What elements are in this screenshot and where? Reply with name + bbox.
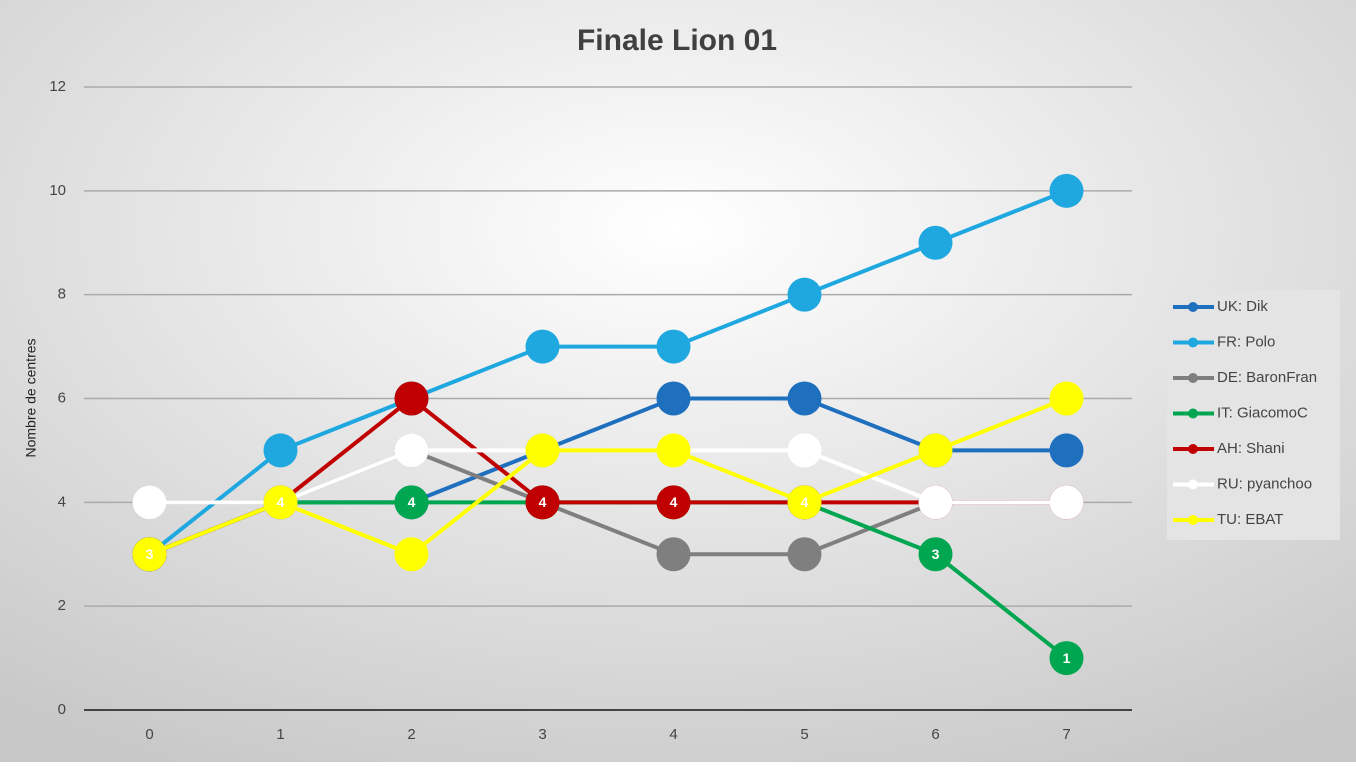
marker: [656, 433, 691, 468]
legend-marker: [1188, 302, 1198, 312]
marker: [1049, 485, 1084, 520]
marker: [394, 381, 429, 416]
marker: [787, 537, 822, 572]
marker: [1049, 381, 1084, 416]
marker: [787, 277, 822, 312]
y-tick-label: 4: [58, 493, 66, 510]
marker: [656, 329, 691, 364]
marker: [656, 485, 691, 520]
y-tick-label: 0: [58, 701, 66, 718]
marker: [787, 485, 822, 520]
series-line: [148, 396, 1068, 557]
legend-marker: [1188, 515, 1198, 525]
legend-label: FR: Polo: [1217, 333, 1275, 350]
x-tick-label: 1: [276, 726, 284, 743]
legend-label: DE: BaronFran: [1217, 369, 1317, 386]
legend-label: UK: Dik: [1217, 298, 1268, 315]
marker: [918, 537, 953, 572]
legend-marker: [1188, 373, 1198, 383]
marker: [525, 485, 560, 520]
marker: [918, 485, 953, 520]
marker: [656, 381, 691, 416]
marker: [525, 329, 560, 364]
marker: [787, 433, 822, 468]
marker: [132, 485, 167, 520]
data-label: 4: [408, 494, 416, 510]
marker: [918, 225, 953, 260]
legend-label: IT: GiacomoC: [1217, 404, 1308, 421]
x-tick-label: 6: [931, 726, 939, 743]
legend-marker: [1188, 408, 1198, 419]
y-tick-label: 8: [58, 286, 66, 303]
legend-label: AH: Shani: [1217, 440, 1285, 457]
marker: [1049, 433, 1084, 468]
legend-label: TU: EBAT: [1217, 511, 1283, 528]
marker: [787, 381, 822, 416]
marker: [394, 433, 429, 468]
x-tick-label: 2: [407, 726, 415, 743]
legend-marker: [1188, 337, 1198, 348]
legend-marker: [1188, 444, 1198, 454]
y-tick-label: 2: [58, 597, 66, 614]
y-tick-label: 10: [49, 182, 66, 199]
marker: [394, 537, 429, 572]
data-label: 1: [1063, 650, 1071, 666]
data-label: 4: [670, 494, 678, 510]
marker: [394, 485, 429, 520]
series-line: [148, 188, 1068, 556]
x-tick-label: 7: [1062, 726, 1070, 743]
marker: [656, 537, 691, 572]
x-tick-label: 0: [145, 726, 153, 743]
legend-label: RU: pyanchoo: [1217, 475, 1312, 492]
data-label: 3: [146, 546, 154, 562]
y-tick-label: 12: [49, 78, 66, 95]
marker: [263, 433, 298, 468]
data-label: 4: [801, 494, 809, 510]
x-tick-label: 3: [538, 726, 546, 743]
marker: [1049, 173, 1084, 208]
legend-marker: [1188, 479, 1198, 490]
data-label: 4: [277, 494, 285, 510]
data-label: 4: [539, 494, 547, 510]
marker: [918, 433, 953, 468]
series-line: [148, 395, 1067, 557]
chart-title: Finale Lion 01: [577, 24, 777, 57]
x-tick-label: 5: [800, 726, 808, 743]
y-tick-label: 6: [58, 389, 66, 406]
data-label: 3: [932, 546, 940, 562]
marker: [525, 433, 560, 468]
marker: [263, 485, 298, 520]
marker: [1049, 641, 1084, 676]
y-axis-label: Nombre de centres: [23, 338, 39, 457]
x-tick-label: 4: [669, 726, 677, 743]
marker: [132, 537, 167, 572]
